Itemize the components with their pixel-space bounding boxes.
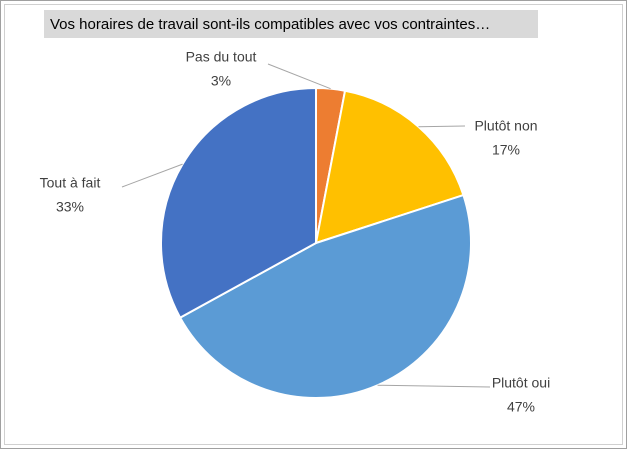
slice-value-label: 33% xyxy=(56,199,84,215)
inner-frame xyxy=(4,4,623,445)
chart-title: Vos horaires de travail sont-ils compati… xyxy=(50,16,490,33)
pie-slice xyxy=(178,193,472,399)
slice-label: Plutôt oui xyxy=(492,375,550,391)
slice-value-label: 17% xyxy=(492,142,520,158)
leader-line xyxy=(377,384,491,388)
slice-value-label: 3% xyxy=(211,73,231,89)
slice-label: Plutôt non xyxy=(474,118,537,134)
slice-label: Pas du tout xyxy=(186,49,257,65)
slice-value-label: 47% xyxy=(507,399,535,415)
leader-line xyxy=(121,163,183,188)
title-box xyxy=(44,10,538,38)
slice-label: Tout à fait xyxy=(40,175,101,191)
leader-line xyxy=(418,125,466,128)
leader-line xyxy=(267,63,331,90)
pie-slice xyxy=(160,86,317,320)
